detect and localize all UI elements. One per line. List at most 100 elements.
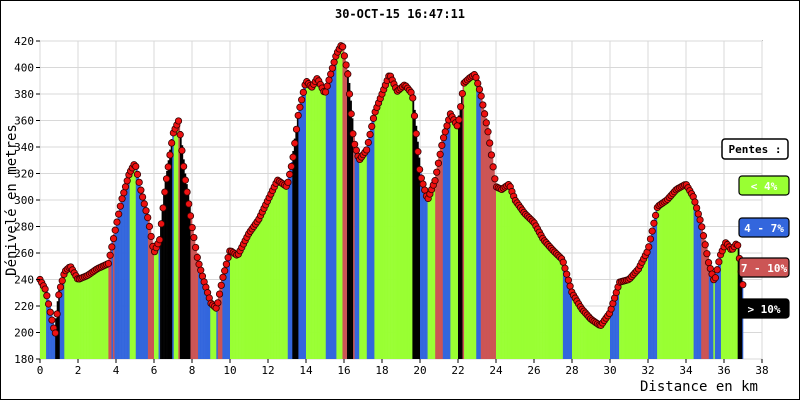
slope-bar <box>632 273 635 359</box>
data-point <box>299 88 307 96</box>
slope-bar <box>445 124 448 359</box>
slope-bar <box>717 259 720 359</box>
slope-bar <box>518 205 521 359</box>
slope-bar <box>172 131 175 359</box>
slope-bar <box>377 101 380 359</box>
slope-bar <box>704 239 707 359</box>
data-point <box>111 226 119 234</box>
y-axis-label: Dénivelé en metres <box>4 124 20 276</box>
slope-bar <box>412 94 415 359</box>
slope-bar <box>722 246 725 359</box>
slope-bar <box>220 279 223 359</box>
slope-bar <box>100 266 103 359</box>
slope-bar <box>512 193 515 359</box>
slope-bar <box>526 215 529 359</box>
slope-bar <box>496 186 498 359</box>
slope-bar <box>333 59 336 360</box>
x-tick-label: 22 <box>451 364 464 377</box>
slope-bar <box>290 162 293 359</box>
slope-bar <box>734 243 737 359</box>
slope-bar <box>202 276 205 359</box>
slope-bar <box>41 282 44 359</box>
slope-bar <box>517 203 520 359</box>
slope-bar <box>736 243 738 359</box>
slope-bar <box>362 153 365 359</box>
slope-bar <box>727 243 729 359</box>
slope-bar <box>573 295 576 359</box>
slope-bar <box>175 124 178 360</box>
slope-bar <box>492 165 495 359</box>
legend-swatch <box>738 257 790 278</box>
slope-bar <box>395 87 398 359</box>
slope-bar <box>363 151 366 359</box>
data-point <box>698 223 706 231</box>
slope-bar <box>306 80 308 359</box>
data-point <box>484 128 492 136</box>
slope-bar <box>278 180 281 359</box>
slope-bar <box>424 189 427 359</box>
slope-bar <box>264 203 267 359</box>
x-tick-label: 30 <box>603 364 616 377</box>
slope-bar <box>49 306 51 359</box>
slope-bar <box>462 83 465 360</box>
data-point <box>185 200 193 208</box>
data-point <box>419 180 427 188</box>
data-point <box>53 310 61 318</box>
slope-bar <box>105 264 108 359</box>
slope-bar <box>742 280 744 359</box>
data-point <box>115 210 123 218</box>
slope-bar <box>324 91 327 359</box>
data-point <box>140 200 148 208</box>
slope-bar <box>192 226 194 359</box>
slope-bar <box>325 86 328 360</box>
slope-bar <box>728 246 731 359</box>
slope-bar <box>444 129 447 359</box>
slope-bar <box>591 319 594 359</box>
slope-bar <box>565 271 568 359</box>
data-point <box>352 146 360 154</box>
y-tick-label: 220 <box>14 300 34 313</box>
slope-bar <box>558 255 561 359</box>
data-point <box>186 212 195 220</box>
data-point <box>224 254 232 262</box>
slope-bar <box>131 167 134 359</box>
slope-bar <box>403 84 406 359</box>
slope-bar <box>731 248 734 359</box>
slope-bar <box>730 248 732 359</box>
slope-bar <box>626 279 629 359</box>
slope-bar <box>406 86 409 359</box>
data-point <box>646 235 655 243</box>
slope-bar <box>73 271 76 359</box>
slope-bar <box>713 278 716 359</box>
slope-bar <box>479 88 482 359</box>
slope-bar <box>274 184 276 359</box>
slope-bar <box>698 213 700 359</box>
slope-bar <box>135 166 138 359</box>
slope-bar <box>511 189 514 359</box>
slope-bar <box>85 275 88 359</box>
slope-bar <box>44 287 47 359</box>
data-point <box>559 258 567 266</box>
slope-bar <box>470 76 472 359</box>
slope-bar <box>679 186 682 359</box>
data-point <box>563 270 571 278</box>
slope-bar <box>489 144 492 359</box>
data-point <box>650 219 658 227</box>
x-tick-label: 12 <box>261 364 274 377</box>
slope-bar <box>635 270 638 359</box>
y-tick-label: 300 <box>14 194 34 207</box>
slope-bar <box>260 212 263 359</box>
slope-bar <box>690 192 693 359</box>
slope-bar <box>663 201 666 359</box>
x-tick-label: 20 <box>413 364 426 377</box>
slope-bar <box>149 226 152 359</box>
data-point <box>51 329 59 337</box>
slope-bar <box>120 198 123 359</box>
slope-bar <box>702 231 705 359</box>
data-point <box>197 266 205 274</box>
slope-bar <box>327 80 330 359</box>
slope-bar <box>599 325 602 359</box>
slope-bar <box>111 241 114 359</box>
slope-bar <box>43 285 45 359</box>
x-tick-label: 26 <box>527 364 540 377</box>
